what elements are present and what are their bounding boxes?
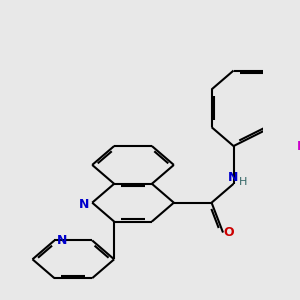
Text: O: O	[223, 226, 234, 239]
Text: N: N	[228, 171, 239, 184]
Text: N: N	[79, 198, 89, 212]
Text: H: H	[239, 177, 248, 187]
Text: F: F	[297, 140, 300, 152]
Text: N: N	[57, 234, 68, 247]
